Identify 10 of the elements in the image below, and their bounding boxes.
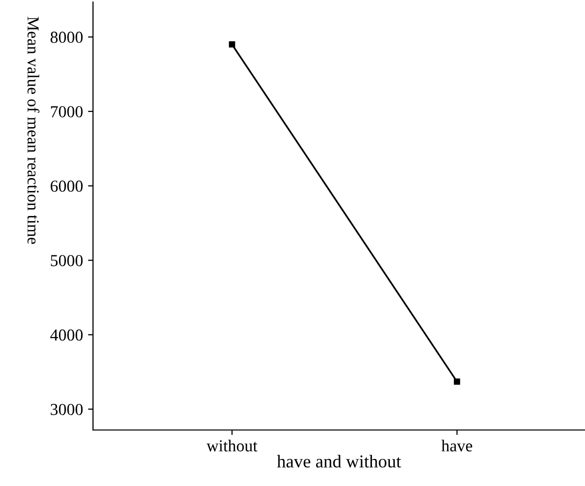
y-axis-title: Mean value of mean reaction time <box>28 16 40 244</box>
y-tick-label: 6000 <box>50 180 83 192</box>
y-tick-label: 5000 <box>50 254 83 266</box>
x-tick-label: have <box>441 440 472 452</box>
y-tick-label: 4000 <box>50 329 83 341</box>
y-tick-label: 7000 <box>51 106 83 118</box>
x-tick-label: without <box>206 440 258 452</box>
y-tick-label: 8000 <box>50 32 83 43</box>
x-axis-title: have and without <box>277 454 402 468</box>
y-tick-label: 3000 <box>50 404 83 416</box>
